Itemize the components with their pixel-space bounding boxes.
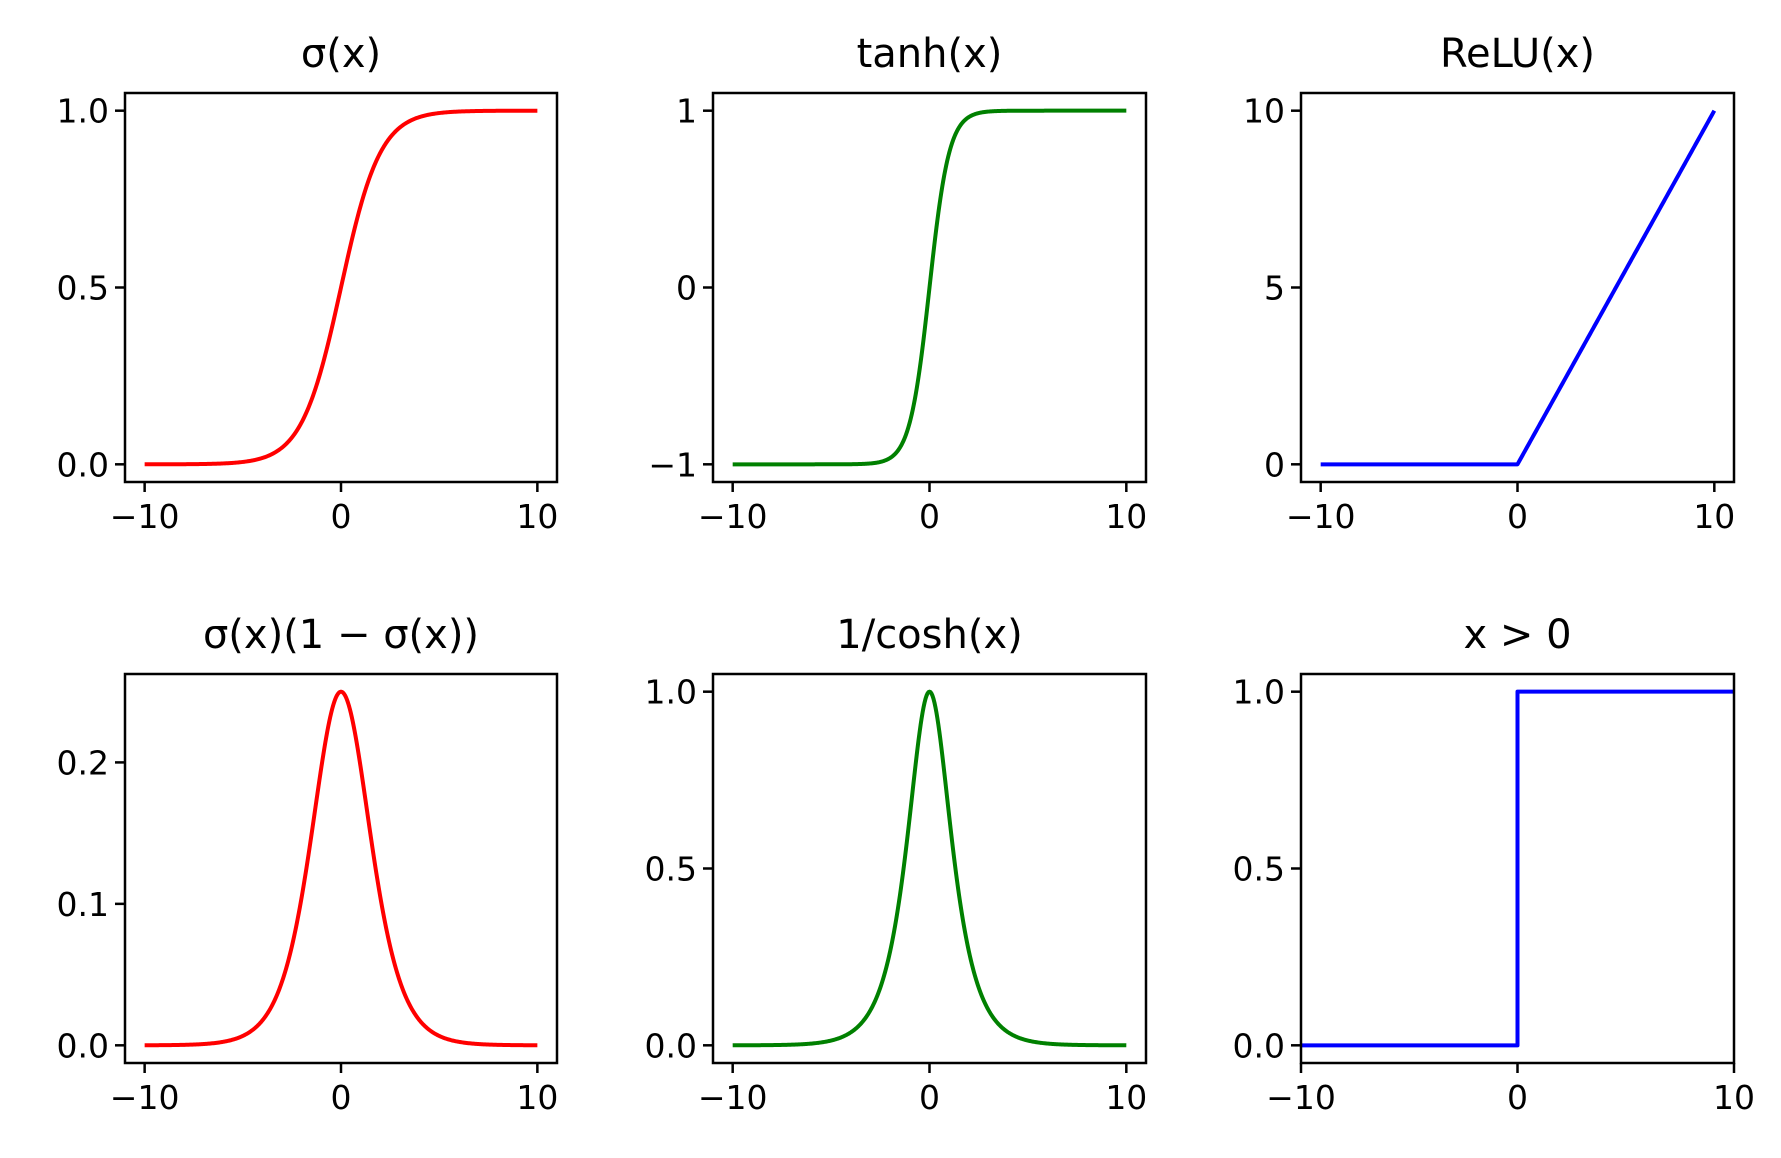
y-tick-label: 0.0 (1233, 1026, 1285, 1065)
x-tick-label: 0 (331, 497, 352, 536)
y-tick-label: 0.2 (57, 743, 109, 782)
subplot-6: −10 0 10 0.0 0.5 1.0 x > 0 (1233, 612, 1755, 1117)
series-line-1-1 (143, 108, 539, 467)
y-tick-label: −1 (648, 445, 697, 484)
y-tick-label: 0.0 (57, 445, 109, 484)
y-tick-label: 1.0 (1233, 673, 1285, 712)
x-tick-label: 10 (1105, 1078, 1147, 1117)
y-tick-label: 0.5 (645, 850, 697, 889)
x-tick-label: 0 (1507, 1078, 1528, 1117)
subplot-5: −10 0 10 0.0 0.5 1.0 1/cosh(x) (645, 612, 1148, 1117)
y-tick-label: 1.0 (57, 92, 109, 131)
y-tick-label: 0.0 (57, 1026, 109, 1065)
x-tick-label: −10 (1286, 497, 1356, 536)
subplot-title: tanh(x) (857, 31, 1003, 77)
x-tick-label: −10 (698, 497, 768, 536)
subplot-title: ReLU(x) (1440, 31, 1595, 77)
x-tick-label: −10 (110, 497, 180, 536)
x-tick-label: 10 (516, 1078, 558, 1117)
y-tick-label: 0.5 (57, 269, 109, 308)
x-tick-label: 0 (1507, 497, 1528, 536)
y-tick-label: 0.5 (1233, 850, 1285, 889)
y-tick-label: 0.1 (57, 885, 109, 924)
x-tick-label: 10 (1105, 497, 1147, 536)
x-tick-label: −10 (1266, 1078, 1336, 1117)
series-line-3-1 (1319, 109, 1717, 467)
y-tick-label: 1 (676, 92, 697, 131)
y-tick-label: 0 (676, 269, 697, 308)
y-tick-label: 5 (1264, 269, 1285, 308)
subplot-title: σ(x) (301, 31, 381, 77)
subplot-title: σ(x)(1 − σ(x)) (203, 612, 479, 658)
axes-frame (123, 672, 559, 1065)
x-tick-label: 10 (516, 497, 558, 536)
series-line-4-1 (143, 689, 539, 1048)
y-tick-label: 1.0 (645, 673, 697, 712)
subplot-4: −10 0 10 0.0 0.1 0.2 σ(x)(1 − σ(x)) (57, 612, 559, 1117)
series-line-2-1 (731, 108, 1128, 467)
subplot-1: −10 0 10 0.0 0.5 1.0 σ(x) (57, 31, 559, 536)
y-tick-label: 0.0 (645, 1026, 697, 1065)
subplot-title: 1/cosh(x) (836, 612, 1022, 658)
x-tick-label: −10 (698, 1078, 768, 1117)
x-tick-label: 10 (1693, 497, 1735, 536)
x-tick-label: 0 (919, 497, 940, 536)
series-line-6-1 (1301, 689, 1734, 1048)
x-tick-label: 10 (1713, 1078, 1755, 1117)
subplot-title: x > 0 (1463, 612, 1571, 658)
axes-frame (711, 672, 1148, 1065)
y-tick-label: 0 (1264, 445, 1285, 484)
y-tick-label: 10 (1243, 92, 1285, 131)
x-tick-label: −10 (110, 1078, 180, 1117)
x-tick-label: 0 (919, 1078, 940, 1117)
series-line-5-1 (731, 689, 1128, 1048)
x-tick-label: 0 (331, 1078, 352, 1117)
axes-frame (1299, 91, 1736, 484)
